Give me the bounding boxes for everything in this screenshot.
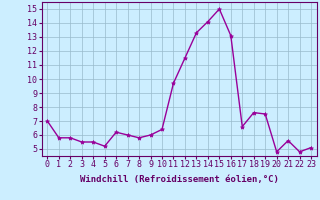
X-axis label: Windchill (Refroidissement éolien,°C): Windchill (Refroidissement éolien,°C): [80, 175, 279, 184]
